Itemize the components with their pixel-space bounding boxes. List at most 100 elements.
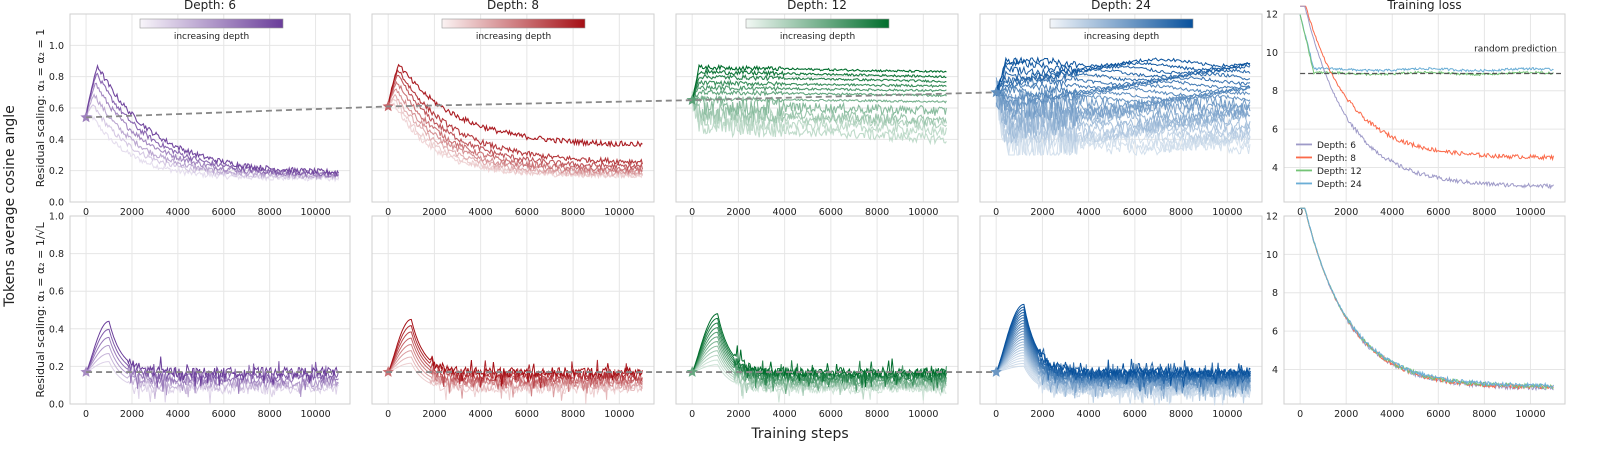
panel-title: Training loss xyxy=(1386,0,1461,12)
panel-depth12-row1: 0 2000 4000 6000 8000 10000 Depth: 12 increasin… xyxy=(675,0,959,218)
panel-loss-row1: 0 2000 4000 6000 8000 10000 4 6 8 10 12 Training lo… xyxy=(1266,0,1566,218)
x-tick-label: 6000 xyxy=(1426,207,1450,218)
series-line xyxy=(995,322,1251,393)
figure-x-label: Training steps xyxy=(750,426,848,442)
x-tick-label: 4000 xyxy=(773,207,797,218)
x-tick-label: 6000 xyxy=(819,409,843,420)
x-tick-label: 0 xyxy=(993,409,999,420)
loss-line xyxy=(1300,5,1554,190)
series-line xyxy=(691,89,947,101)
series-line xyxy=(387,318,643,387)
y-tick-label: 0.6 xyxy=(49,104,64,115)
series-line xyxy=(85,345,339,397)
series-line xyxy=(691,95,947,104)
x-tick-label: 2000 xyxy=(1334,409,1358,420)
x-tick-label: 10000 xyxy=(1212,409,1242,420)
x-tick-label: 4000 xyxy=(469,207,493,218)
plot-frame xyxy=(979,13,1263,203)
x-tick-label: 4000 xyxy=(166,207,190,218)
colorbar-label: increasing depth xyxy=(1084,32,1159,42)
x-tick-label: 4000 xyxy=(1077,409,1101,420)
panel-loss-row2: 0 2000 4000 6000 8000 10000 4 6 8 10 12 xyxy=(1266,207,1566,420)
series-group xyxy=(995,303,1251,406)
x-tick-label: 8000 xyxy=(561,207,585,218)
x-tick-label: 8000 xyxy=(1472,409,1496,420)
loss-line xyxy=(1300,5,1554,162)
panel-title: Depth: 24 xyxy=(1091,0,1151,12)
series-line xyxy=(996,89,1251,104)
start-marker xyxy=(686,366,698,377)
series-line xyxy=(691,84,947,103)
x-tick-label: 2000 xyxy=(422,409,446,420)
plot-frame xyxy=(371,215,655,405)
y-tick-label: 12 xyxy=(1266,10,1278,21)
colorbar-label: increasing depth xyxy=(476,32,551,42)
panel-title: Depth: 12 xyxy=(787,0,847,12)
x-tick-label: 10000 xyxy=(908,207,938,218)
y-tick-label: 1.0 xyxy=(49,212,64,223)
series-line xyxy=(387,88,643,176)
x-tick-label: 10000 xyxy=(908,409,938,420)
series-line xyxy=(995,303,1251,386)
series-group xyxy=(85,320,339,404)
series-line xyxy=(995,85,1251,100)
series-group xyxy=(387,318,643,404)
x-tick-label: 8000 xyxy=(1472,207,1496,218)
x-tick-label: 0 xyxy=(385,409,391,420)
y-tick-label: 6 xyxy=(1272,125,1278,136)
x-tick-label: 0 xyxy=(83,409,89,420)
panel-depth8-row1: 0 2000 4000 6000 8000 10000 Depth: 8 increasing… xyxy=(371,0,655,218)
legend-label: Depth: 24 xyxy=(1317,180,1362,190)
x-tick-label: 4000 xyxy=(773,409,797,420)
series-line xyxy=(85,320,339,387)
legend-label: Depth: 8 xyxy=(1317,154,1356,164)
x-tick-label: 8000 xyxy=(1169,207,1193,218)
row1-label: Residual scaling: α₁ = α₂ = 1 xyxy=(34,29,47,187)
x-tick-label: 2000 xyxy=(726,409,750,420)
legend-label: Depth: 12 xyxy=(1317,167,1362,177)
plot-frame xyxy=(1283,215,1566,405)
series-line xyxy=(85,72,339,179)
colorbar-label: increasing depth xyxy=(174,32,249,42)
panels: 0 2000 4000 6000 8000 100000.00.20.40.60.81.0… xyxy=(49,0,1566,420)
x-tick-label: 2000 xyxy=(422,207,446,218)
x-tick-label: 6000 xyxy=(212,207,236,218)
y-tick-label: 8 xyxy=(1272,86,1278,97)
panel-depth24-row2: 0 2000 4000 6000 8000 10000 xyxy=(979,215,1263,420)
loss-line xyxy=(1300,207,1554,392)
start-marker xyxy=(686,94,698,105)
x-tick-label: 10000 xyxy=(1515,409,1545,420)
x-tick-label: 0 xyxy=(1297,409,1303,420)
series-line xyxy=(387,68,643,166)
y-tick-label: 8 xyxy=(1272,288,1278,299)
x-tick-label: 10000 xyxy=(300,409,330,420)
x-tick-label: 0 xyxy=(385,207,391,218)
series-group xyxy=(995,56,1251,157)
start-connector xyxy=(86,91,997,119)
series-line xyxy=(85,93,339,181)
x-tick-label: 0 xyxy=(1297,207,1303,218)
x-tick-label: 10000 xyxy=(604,207,634,218)
y-tick-label: 0.4 xyxy=(49,135,64,146)
x-tick-label: 10000 xyxy=(300,207,330,218)
x-tick-label: 4000 xyxy=(1380,207,1404,218)
series-line xyxy=(691,350,947,396)
y-tick-label: 0.8 xyxy=(49,249,64,260)
panel-title: Depth: 6 xyxy=(184,0,236,12)
x-tick-label: 2000 xyxy=(726,207,750,218)
overlay xyxy=(86,91,997,373)
y-tick-label: 0.4 xyxy=(49,324,64,335)
series-line xyxy=(691,93,947,125)
x-tick-label: 6000 xyxy=(819,207,843,218)
series-group xyxy=(691,63,947,146)
series-line xyxy=(691,68,947,102)
loss-line xyxy=(1300,207,1554,389)
figure-y-label: Tokens average cosine angle xyxy=(2,105,18,308)
y-tick-label: 4 xyxy=(1272,365,1278,376)
y-tick-label: 0.0 xyxy=(49,400,64,411)
x-tick-label: 0 xyxy=(993,207,999,218)
x-tick-label: 4000 xyxy=(1380,409,1404,420)
series-line xyxy=(85,104,340,181)
series-line xyxy=(691,94,947,117)
x-tick-label: 10000 xyxy=(1515,207,1545,218)
